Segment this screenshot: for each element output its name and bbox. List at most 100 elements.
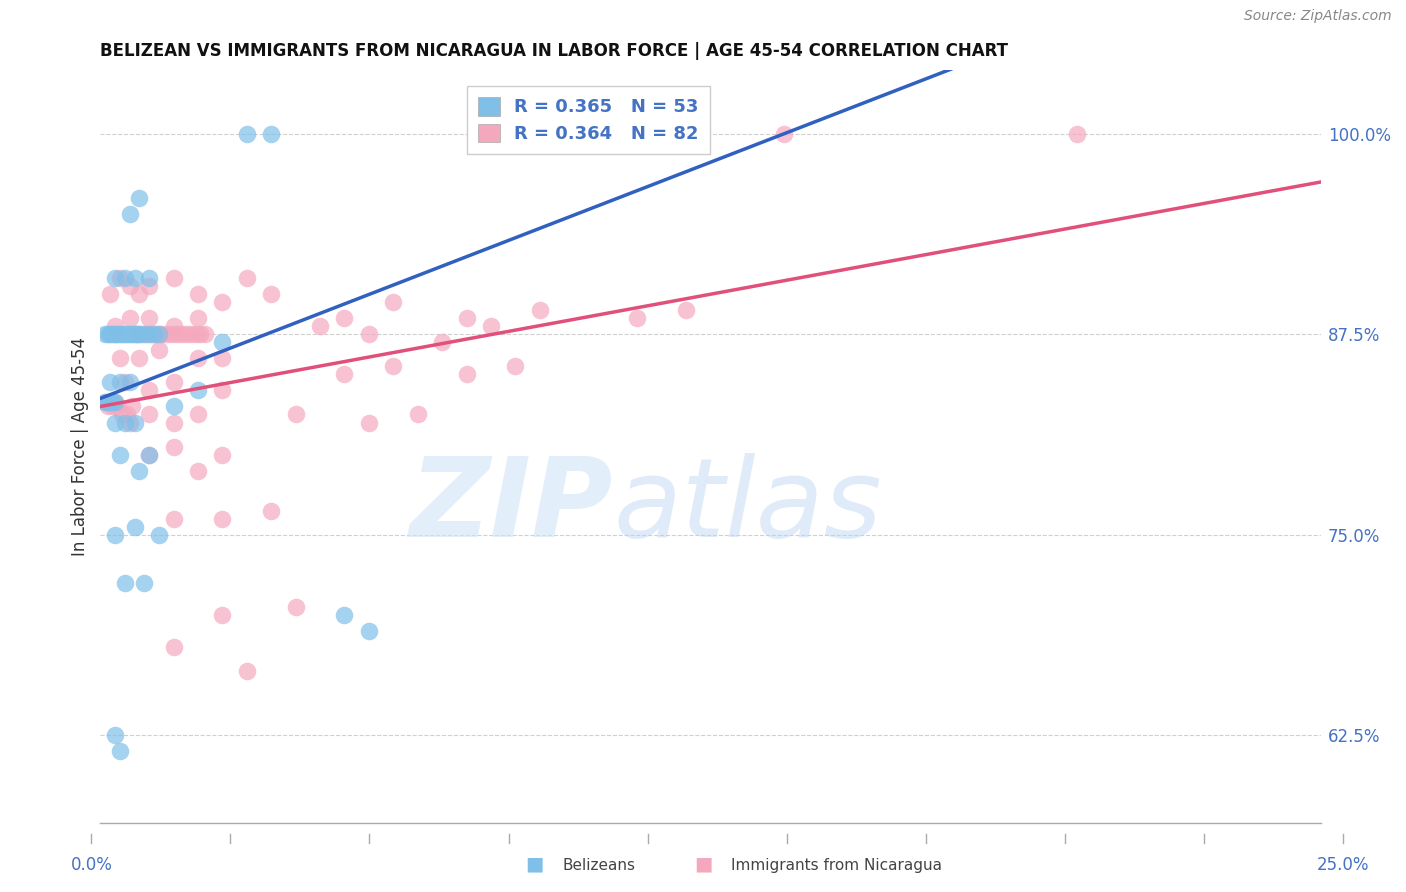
Point	[162, 376, 184, 390]
Point	[211, 512, 233, 526]
Point	[125, 327, 148, 342]
Point	[141, 327, 163, 342]
Point	[131, 327, 153, 342]
Point	[505, 359, 527, 374]
Point	[98, 394, 121, 409]
Point	[155, 327, 177, 342]
Point	[174, 327, 197, 342]
Point	[162, 400, 184, 414]
Point	[138, 448, 160, 462]
Y-axis label: In Labor Force | Age 45-54: In Labor Force | Age 45-54	[72, 337, 89, 556]
Point	[284, 408, 307, 422]
Point	[162, 512, 184, 526]
Point	[107, 400, 129, 414]
Point	[118, 327, 141, 342]
Point	[675, 303, 697, 318]
Point	[138, 311, 160, 326]
Point	[104, 728, 127, 742]
Point	[148, 528, 170, 542]
Point	[101, 327, 124, 342]
Point	[138, 271, 160, 285]
Text: Source: ZipAtlas.com: Source: ZipAtlas.com	[1244, 9, 1392, 23]
Point	[211, 448, 233, 462]
Point	[260, 287, 283, 301]
Point	[125, 327, 148, 342]
Point	[456, 311, 478, 326]
Point	[115, 408, 138, 422]
Point	[170, 327, 193, 342]
Point	[145, 327, 167, 342]
Point	[134, 575, 156, 590]
Point	[357, 624, 380, 638]
Point	[773, 127, 796, 141]
Point	[104, 394, 127, 409]
Point	[626, 311, 648, 326]
Point	[165, 327, 187, 342]
Point	[143, 327, 166, 342]
Point	[211, 607, 233, 622]
Point	[236, 127, 259, 141]
Point	[211, 384, 233, 398]
Point	[104, 327, 127, 342]
Point	[187, 287, 209, 301]
Point	[529, 303, 551, 318]
Point	[135, 327, 157, 342]
Point	[98, 376, 121, 390]
Point	[357, 327, 380, 342]
Point	[236, 664, 259, 678]
Point	[180, 327, 202, 342]
Point	[114, 327, 136, 342]
Point	[128, 351, 150, 366]
Point	[1066, 127, 1088, 141]
Point	[479, 319, 502, 334]
Point	[148, 343, 170, 358]
Point	[260, 504, 283, 518]
Point	[118, 376, 141, 390]
Point	[108, 376, 131, 390]
Point	[128, 327, 150, 342]
Point	[187, 351, 209, 366]
Point	[333, 311, 356, 326]
Point	[430, 335, 453, 350]
Point	[114, 376, 136, 390]
Point	[162, 271, 184, 285]
Legend: R = 0.365   N = 53, R = 0.364   N = 82: R = 0.365 N = 53, R = 0.364 N = 82	[467, 87, 710, 153]
Point	[97, 394, 120, 409]
Point	[162, 416, 184, 430]
Point	[107, 327, 129, 342]
Text: BELIZEAN VS IMMIGRANTS FROM NICARAGUA IN LABOR FORCE | AGE 45-54 CORRELATION CHA: BELIZEAN VS IMMIGRANTS FROM NICARAGUA IN…	[100, 42, 1008, 60]
Point	[94, 327, 117, 342]
Point	[162, 319, 184, 334]
Point	[236, 271, 259, 285]
Point	[98, 327, 121, 342]
Point	[124, 271, 146, 285]
Point	[382, 295, 405, 310]
Point	[456, 368, 478, 382]
Point	[121, 327, 143, 342]
Point	[138, 279, 160, 293]
Point	[104, 416, 127, 430]
Point	[187, 384, 209, 398]
Text: atlas: atlas	[613, 453, 882, 560]
Point	[108, 744, 131, 758]
Point	[190, 327, 212, 342]
Point	[150, 327, 173, 342]
Point	[118, 279, 141, 293]
Point	[148, 327, 170, 342]
Point	[104, 528, 127, 542]
Point	[97, 400, 120, 414]
Point	[94, 394, 117, 409]
Point	[406, 408, 429, 422]
Point	[260, 127, 283, 141]
Point	[128, 464, 150, 478]
Point	[104, 271, 127, 285]
Point	[138, 384, 160, 398]
Text: Immigrants from Nicaragua: Immigrants from Nicaragua	[731, 858, 942, 872]
Point	[118, 416, 141, 430]
Point	[160, 327, 183, 342]
Point	[134, 327, 156, 342]
Point	[187, 311, 209, 326]
Point	[124, 416, 146, 430]
Point	[114, 575, 136, 590]
Point	[108, 448, 131, 462]
